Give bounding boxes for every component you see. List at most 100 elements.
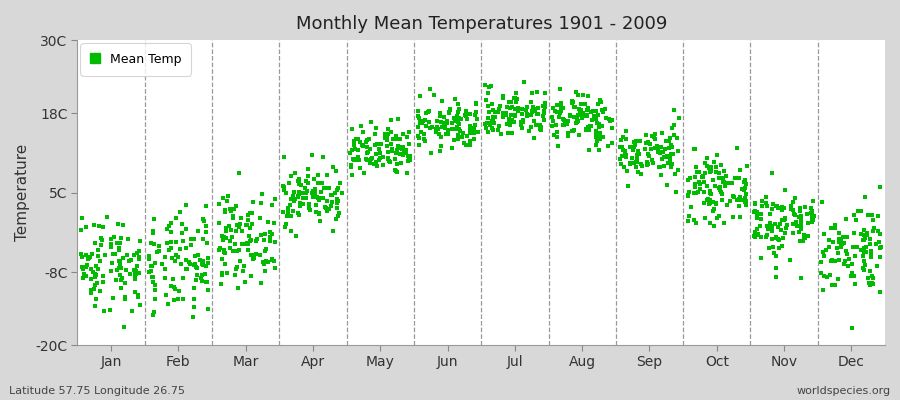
- Point: [645, 156, 660, 163]
- Point: [537, 117, 552, 124]
- Point: [792, 229, 806, 235]
- Point: [380, 137, 394, 144]
- Point: [576, 92, 590, 98]
- Point: [776, 235, 790, 242]
- Point: [128, 289, 142, 295]
- Point: [623, 144, 637, 150]
- Point: [75, 264, 89, 270]
- Point: [263, 234, 277, 241]
- Point: [381, 155, 395, 161]
- Point: [667, 122, 681, 128]
- Point: [360, 150, 374, 156]
- Point: [148, 287, 163, 293]
- Point: [384, 146, 399, 153]
- Point: [492, 122, 507, 129]
- Point: [302, 165, 316, 172]
- Point: [524, 99, 538, 106]
- Point: [862, 268, 877, 275]
- Point: [706, 199, 721, 206]
- Point: [351, 154, 365, 160]
- Point: [390, 147, 404, 153]
- Point: [468, 122, 482, 128]
- Point: [571, 114, 585, 121]
- Point: [411, 141, 426, 148]
- Point: [391, 145, 405, 151]
- Point: [863, 241, 878, 247]
- Point: [593, 132, 608, 139]
- Point: [530, 110, 544, 117]
- Point: [450, 116, 464, 122]
- Point: [550, 134, 564, 140]
- Point: [372, 145, 386, 152]
- Point: [700, 196, 715, 202]
- Point: [493, 131, 508, 137]
- Point: [442, 109, 456, 115]
- Point: [868, 241, 883, 247]
- Point: [385, 148, 400, 154]
- Point: [768, 220, 782, 227]
- Point: [369, 125, 383, 132]
- Point: [176, 296, 191, 302]
- Point: [486, 114, 500, 120]
- Point: [794, 275, 808, 282]
- Point: [363, 160, 377, 166]
- Point: [88, 272, 103, 278]
- Point: [171, 296, 185, 302]
- Point: [838, 258, 852, 264]
- Point: [463, 123, 477, 129]
- Point: [689, 190, 704, 196]
- Point: [507, 95, 521, 102]
- Point: [166, 276, 180, 282]
- Point: [461, 111, 475, 117]
- Point: [828, 225, 842, 231]
- Point: [502, 115, 517, 122]
- Point: [657, 163, 671, 169]
- Point: [688, 146, 702, 152]
- Point: [771, 237, 786, 244]
- Point: [466, 129, 481, 136]
- Point: [198, 262, 212, 269]
- Point: [233, 221, 248, 227]
- Point: [119, 267, 133, 273]
- Point: [667, 122, 681, 128]
- Point: [346, 142, 361, 148]
- Point: [368, 131, 382, 137]
- Point: [527, 108, 542, 114]
- Point: [698, 170, 713, 176]
- Point: [168, 238, 183, 245]
- Point: [557, 117, 572, 123]
- Point: [531, 111, 545, 117]
- Point: [847, 273, 861, 280]
- Point: [484, 83, 499, 90]
- Point: [698, 160, 713, 166]
- Point: [648, 136, 662, 142]
- Point: [805, 216, 819, 223]
- Point: [384, 117, 399, 123]
- Point: [215, 256, 230, 262]
- Point: [556, 122, 571, 129]
- Point: [198, 229, 212, 235]
- Point: [88, 303, 103, 309]
- Point: [372, 157, 386, 163]
- Point: [130, 250, 144, 256]
- Point: [469, 101, 483, 107]
- Point: [433, 109, 447, 116]
- Point: [798, 235, 813, 242]
- Point: [845, 260, 859, 267]
- Point: [277, 186, 292, 193]
- Point: [856, 236, 870, 243]
- Point: [113, 235, 128, 242]
- Point: [827, 258, 842, 264]
- Point: [614, 136, 628, 143]
- Point: [482, 84, 496, 90]
- Point: [508, 99, 523, 105]
- Point: [200, 278, 214, 285]
- Point: [551, 142, 565, 149]
- Point: [218, 260, 232, 267]
- Point: [216, 237, 230, 243]
- Point: [508, 106, 523, 112]
- Point: [583, 108, 598, 115]
- Point: [863, 235, 878, 242]
- Point: [659, 138, 673, 144]
- Point: [194, 275, 208, 281]
